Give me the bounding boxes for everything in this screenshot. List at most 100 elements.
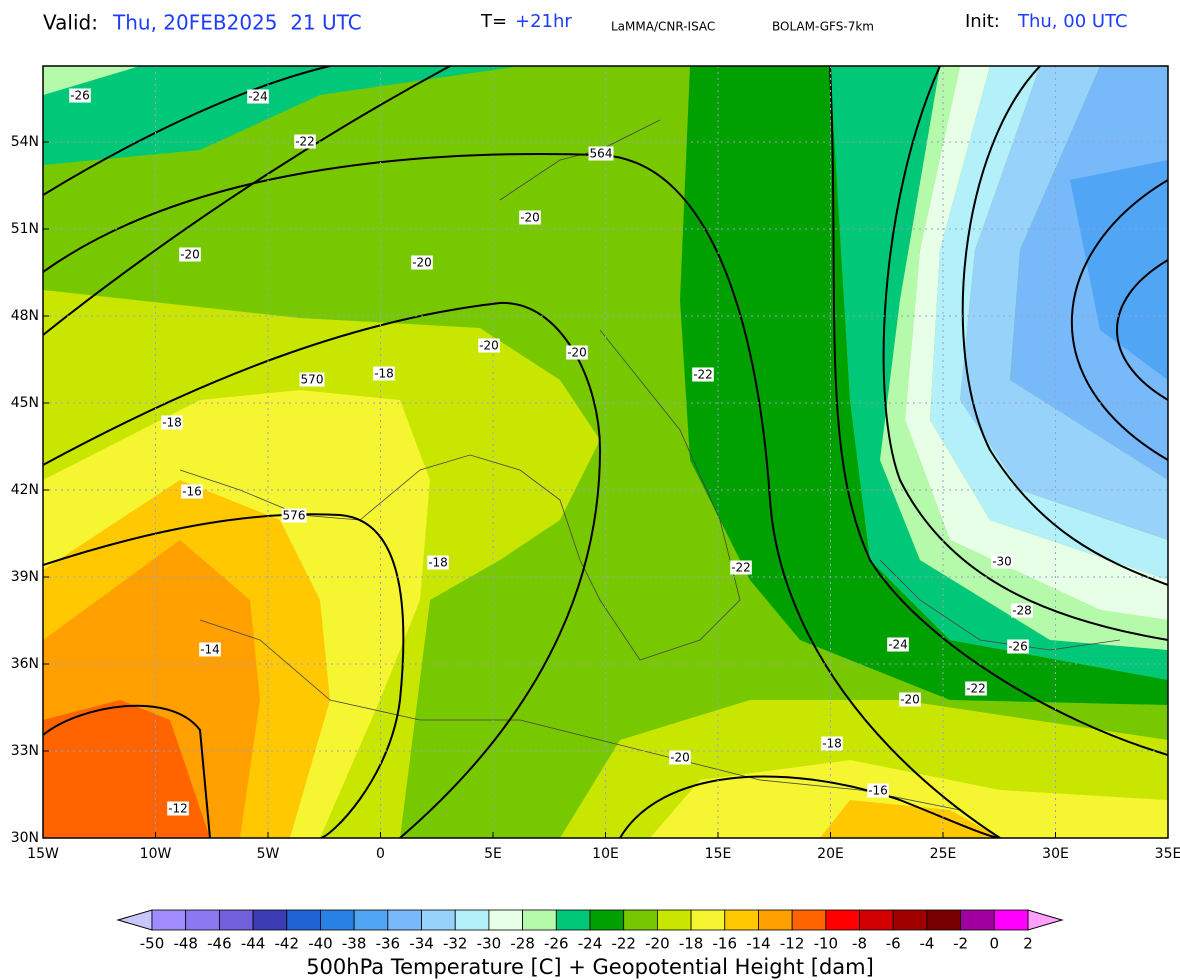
colorbar-label: -24 <box>578 935 603 953</box>
contour-label: -26 <box>70 89 90 103</box>
colorbar-swatch <box>252 909 288 931</box>
contour-line <box>619 775 1001 838</box>
colorbar-swatch <box>218 909 254 931</box>
colorbar-label: -14 <box>746 935 771 953</box>
label-box <box>887 637 909 652</box>
colorbar-swatch <box>488 909 524 931</box>
x-tick-label: 25E <box>930 846 957 862</box>
colorbar-label: -26 <box>544 935 569 953</box>
contour-line <box>961 66 1168 586</box>
contour-label: 570 <box>301 373 324 387</box>
contour-label: 576 <box>283 509 306 523</box>
label-box <box>899 692 921 707</box>
contour-label: -28 <box>1012 604 1032 618</box>
coastline <box>179 119 1121 811</box>
colorbar-swatch <box>454 909 490 931</box>
label-box <box>179 247 201 262</box>
temperature-area <box>680 66 1168 705</box>
colorbar-label: -6 <box>886 935 901 953</box>
colorbar-label: -4 <box>919 935 934 953</box>
contour-label: -20 <box>520 211 540 225</box>
label-box <box>692 367 714 382</box>
contour-line <box>43 66 331 196</box>
temperature-area <box>1070 160 1168 380</box>
colorbar-label: -36 <box>376 935 401 953</box>
colorbar-swatch <box>421 909 456 931</box>
colorbar-under <box>116 909 153 931</box>
contour-label: -22 <box>295 135 315 149</box>
colorbar-swatch <box>825 909 860 931</box>
contour-label: -16 <box>868 784 888 798</box>
y-tick-label: 33N <box>11 743 39 759</box>
source: LaMMA/CNR-ISAC <box>611 20 715 34</box>
x-tick-label: 30E <box>1042 846 1069 862</box>
label-box <box>247 89 269 104</box>
colorbar-swatch <box>758 909 793 931</box>
contour-label: -24 <box>248 90 268 104</box>
colorbar-swatch <box>960 909 995 931</box>
y-tick-label: 36N <box>11 656 39 672</box>
colorbar-caption: 500hPa Temperature [C] + Geopotential He… <box>306 955 874 979</box>
contour-line <box>43 66 451 336</box>
colorbar-swatch <box>522 909 557 931</box>
colorbar-swatch <box>623 909 658 931</box>
temperature-area <box>650 760 1168 838</box>
colorbar-label: -46 <box>207 935 232 953</box>
label-box <box>411 255 433 270</box>
label-box <box>965 681 987 696</box>
contour-line <box>1070 179 1168 461</box>
label-box <box>478 338 500 353</box>
label-box <box>199 642 221 657</box>
x-tick-label: 20E <box>817 846 844 862</box>
colorbar-label: -30 <box>477 935 502 953</box>
colorbar-swatch <box>892 909 928 931</box>
colorbar-swatch <box>724 909 759 931</box>
lead-time: +21hr <box>515 11 572 32</box>
colorbar-label: -50 <box>140 935 165 953</box>
colorbar-label: -10 <box>814 935 839 953</box>
init-time: Thu, 00 UTC <box>1017 11 1128 32</box>
contour-label: -18 <box>428 556 448 570</box>
contour-label: -20 <box>567 346 587 360</box>
contour-label: -18 <box>162 416 182 430</box>
colorbar-swatch <box>353 909 389 931</box>
contour-label: -26 <box>1008 640 1028 654</box>
contour-label: -22 <box>731 561 751 575</box>
contour-line <box>829 66 1168 756</box>
label-box <box>294 134 316 149</box>
label-box <box>281 508 307 523</box>
grid <box>42 66 1169 839</box>
y-tick-label: 48N <box>11 308 39 324</box>
contour-line <box>882 66 1168 641</box>
valid-label: Valid: <box>43 11 98 35</box>
colorbar-label: 0 <box>990 935 1000 953</box>
colorbar-swatch <box>926 909 962 931</box>
y-tick-label: 42N <box>11 482 39 498</box>
colorbar-label: -2 <box>953 935 968 953</box>
colorbar-swatch <box>555 909 591 931</box>
label-box <box>1011 603 1033 618</box>
colorbar-label: -28 <box>510 935 535 953</box>
contour-label: -18 <box>822 737 842 751</box>
colorbar-over <box>1027 909 1064 931</box>
contour-label: 564 <box>590 147 613 161</box>
model: BOLAM-GFS-7km <box>772 20 874 34</box>
colorbar-swatch <box>791 909 827 931</box>
colorbar-label: -32 <box>443 935 468 953</box>
temperature-area <box>830 66 1168 680</box>
x-tick-label: 10W <box>140 846 172 862</box>
contour-line <box>43 301 602 838</box>
label-box <box>167 801 189 816</box>
label-box <box>566 345 588 360</box>
map-frame <box>42 65 1169 839</box>
colorbar-label: -48 <box>173 935 198 953</box>
y-tick-label: 45N <box>11 395 39 411</box>
contour-labels: -26 -24 -22 564 -20 -20 -20 -20 -20 -22 … <box>69 88 1033 816</box>
contour-line <box>1116 259 1168 401</box>
colorbar-label: 2 <box>1023 935 1033 953</box>
contour-label: -20 <box>412 256 432 270</box>
contour-label: -22 <box>966 682 986 696</box>
contour-label: -20 <box>180 248 200 262</box>
colorbar: -50 -48 -46 -44 -42 -40 -38 -36 -34 -32 -30 -28 -26-… <box>116 909 1064 953</box>
